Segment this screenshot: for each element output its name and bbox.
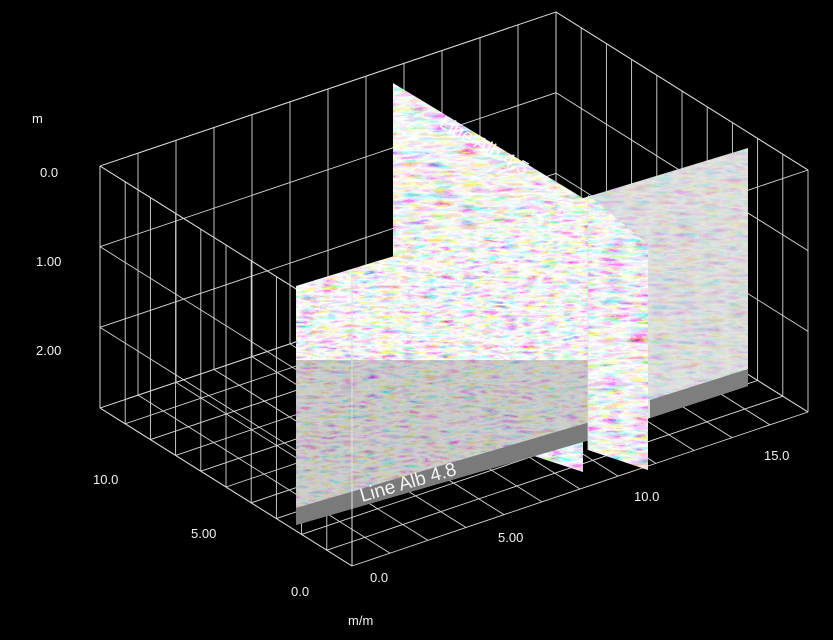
x-unit-label: m/m bbox=[348, 613, 373, 628]
grid-line bbox=[555, 11, 809, 171]
grid-line bbox=[99, 11, 557, 167]
x-tick-0: 0.0 bbox=[370, 570, 388, 585]
depth-tick-0: 0.0 bbox=[40, 165, 58, 180]
radar-panel-cross bbox=[588, 195, 648, 470]
depth-tick-2: 2.00 bbox=[36, 343, 61, 358]
y-tick-10: 10.0 bbox=[93, 472, 118, 487]
grid-line bbox=[351, 411, 809, 567]
depth-unit-label: m bbox=[32, 111, 43, 126]
depth-tick-1: 1.00 bbox=[36, 254, 61, 269]
grid-line bbox=[326, 395, 783, 551]
y-tick-5: 5.00 bbox=[191, 526, 216, 541]
x-tick-15: 15.0 bbox=[764, 448, 789, 463]
x-tick-5: 5.00 bbox=[498, 530, 523, 545]
grid-line bbox=[99, 407, 353, 567]
y-tick-0: 0.0 bbox=[291, 584, 309, 599]
grid-line bbox=[99, 92, 557, 248]
x-tick-10: 10.0 bbox=[634, 489, 659, 504]
